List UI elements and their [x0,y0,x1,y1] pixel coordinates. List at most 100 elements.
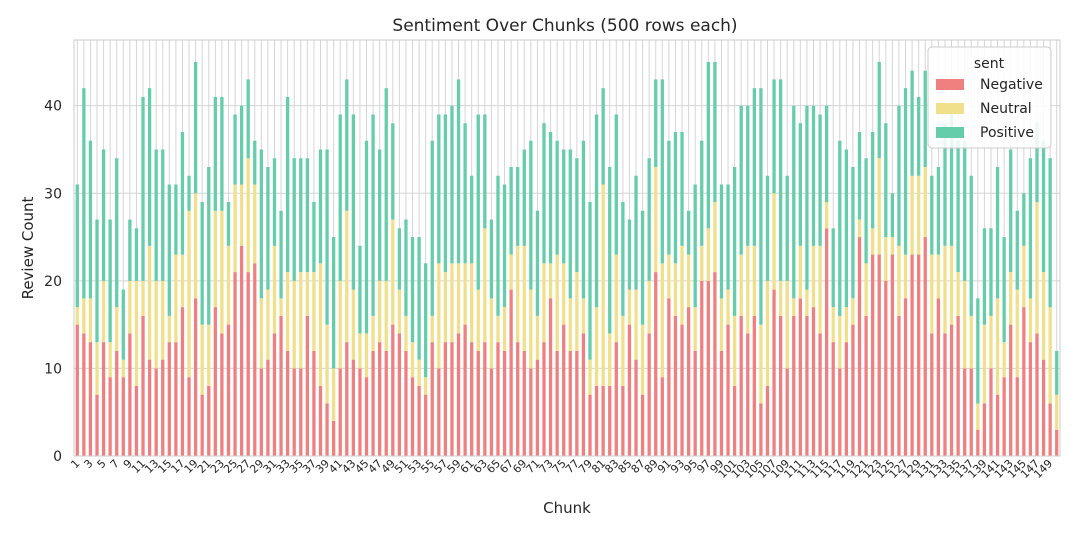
bar-negative-20 [200,394,204,456]
legend-box [927,46,1052,149]
bar-neutral-4 [95,342,99,395]
bar-neutral-32 [279,298,283,316]
bar-neutral-143 [1009,272,1013,325]
bar-neutral-126 [897,245,901,316]
bar-neutral-46 [371,315,375,351]
bar-negative-81 [601,385,605,456]
bar-positive-52 [410,237,415,343]
bar-neutral-87 [640,324,645,395]
bar-positive-57 [443,114,448,273]
bar-negative-9 [128,333,132,456]
bar-negative-122 [871,254,875,456]
bar-negative-11 [141,315,145,456]
bar-neutral-120 [857,219,862,238]
bar-neutral-112 [805,289,809,316]
bar-negative-130 [923,237,927,456]
bar-positive-63 [483,114,487,229]
bar-negative-84 [621,385,625,456]
bar-negative-34 [292,368,296,456]
bar-positive-3 [88,140,93,299]
bar-positive-70 [529,140,533,290]
bar-neutral-78 [581,298,586,334]
bar-negative-83 [614,342,618,456]
bar-negative-57 [443,342,448,456]
bar-negative-41 [338,368,342,456]
bar-negative-107 [772,289,776,456]
bar-neutral-114 [818,245,822,334]
bar-negative-67 [509,289,513,456]
bar-positive-26 [239,105,244,185]
bar-negative-136 [963,368,967,456]
bar-negative-44 [358,368,362,456]
bar-positive-102 [739,105,743,255]
bar-negative-102 [739,315,743,456]
y-tick-label: 10 [44,361,62,377]
bar-negative-125 [890,254,895,456]
bar-negative-112 [805,315,809,456]
y-tick-label: 20 [44,274,62,290]
bar-neutral-134 [949,245,954,325]
bar-neutral-67 [509,254,513,290]
bar-neutral-7 [115,307,119,351]
bar-negative-51 [404,350,408,456]
bar-negative-146 [1028,342,1033,456]
bar-negative-64 [489,368,494,456]
bar-positive-130 [923,70,927,167]
bar-neutral-20 [200,324,204,395]
bar-positive-87 [640,210,645,325]
bar-positive-48 [384,88,388,281]
bar-neutral-56 [437,263,441,369]
bar-neutral-110 [792,298,796,316]
bar-neutral-125 [890,237,895,255]
bar-neutral-83 [614,254,618,343]
bar-neutral-13 [154,280,158,369]
bar-negative-138 [976,429,980,456]
bar-neutral-138 [976,403,980,430]
bar-negative-82 [608,385,612,456]
bar-neutral-14 [161,280,165,360]
bar-neutral-85 [627,289,632,325]
bar-positive-73 [548,131,553,264]
bar-negative-17 [180,307,185,456]
bar-positive-107 [772,79,776,194]
bar-positive-118 [844,149,849,308]
bar-negative-8 [121,377,125,456]
bar-positive-136 [963,140,967,281]
bar-positive-42 [345,79,349,211]
bar-positive-5 [101,149,106,281]
bar-positive-112 [805,105,809,290]
bar-positive-134 [949,105,954,246]
bar-neutral-145 [1022,245,1026,308]
bar-positive-85 [627,219,632,290]
y-tick-label: 0 [53,449,62,465]
bar-neutral-100 [726,289,730,325]
bar-positive-33 [285,96,290,273]
bar-neutral-21 [207,324,211,386]
bar-positive-46 [371,114,375,316]
bar-negative-87 [640,394,645,456]
bar-positive-13 [154,149,158,281]
bar-neutral-137 [969,315,973,369]
bar-neutral-51 [404,315,408,351]
bar-positive-120 [857,131,862,220]
bar-negative-126 [897,315,901,456]
bar-positive-4 [95,219,99,343]
bar-positive-28 [253,140,257,185]
bar-negative-145 [1022,307,1026,456]
y-tick-labels: 0 10 20 30 40 [44,99,62,465]
bar-neutral-119 [851,298,855,325]
bar-neutral-5 [101,280,106,343]
bar-negative-78 [581,333,586,456]
bar-positive-90 [660,79,664,264]
bar-negative-114 [818,333,822,456]
bar-positive-78 [581,140,586,299]
bar-positive-19 [193,61,198,194]
bar-negative-99 [719,350,724,456]
bar-positive-56 [437,114,441,264]
bar-negative-135 [956,315,960,456]
bar-negative-32 [279,315,283,456]
bar-neutral-117 [838,315,842,369]
bar-neutral-148 [1041,272,1046,360]
bar-neutral-131 [930,254,934,334]
